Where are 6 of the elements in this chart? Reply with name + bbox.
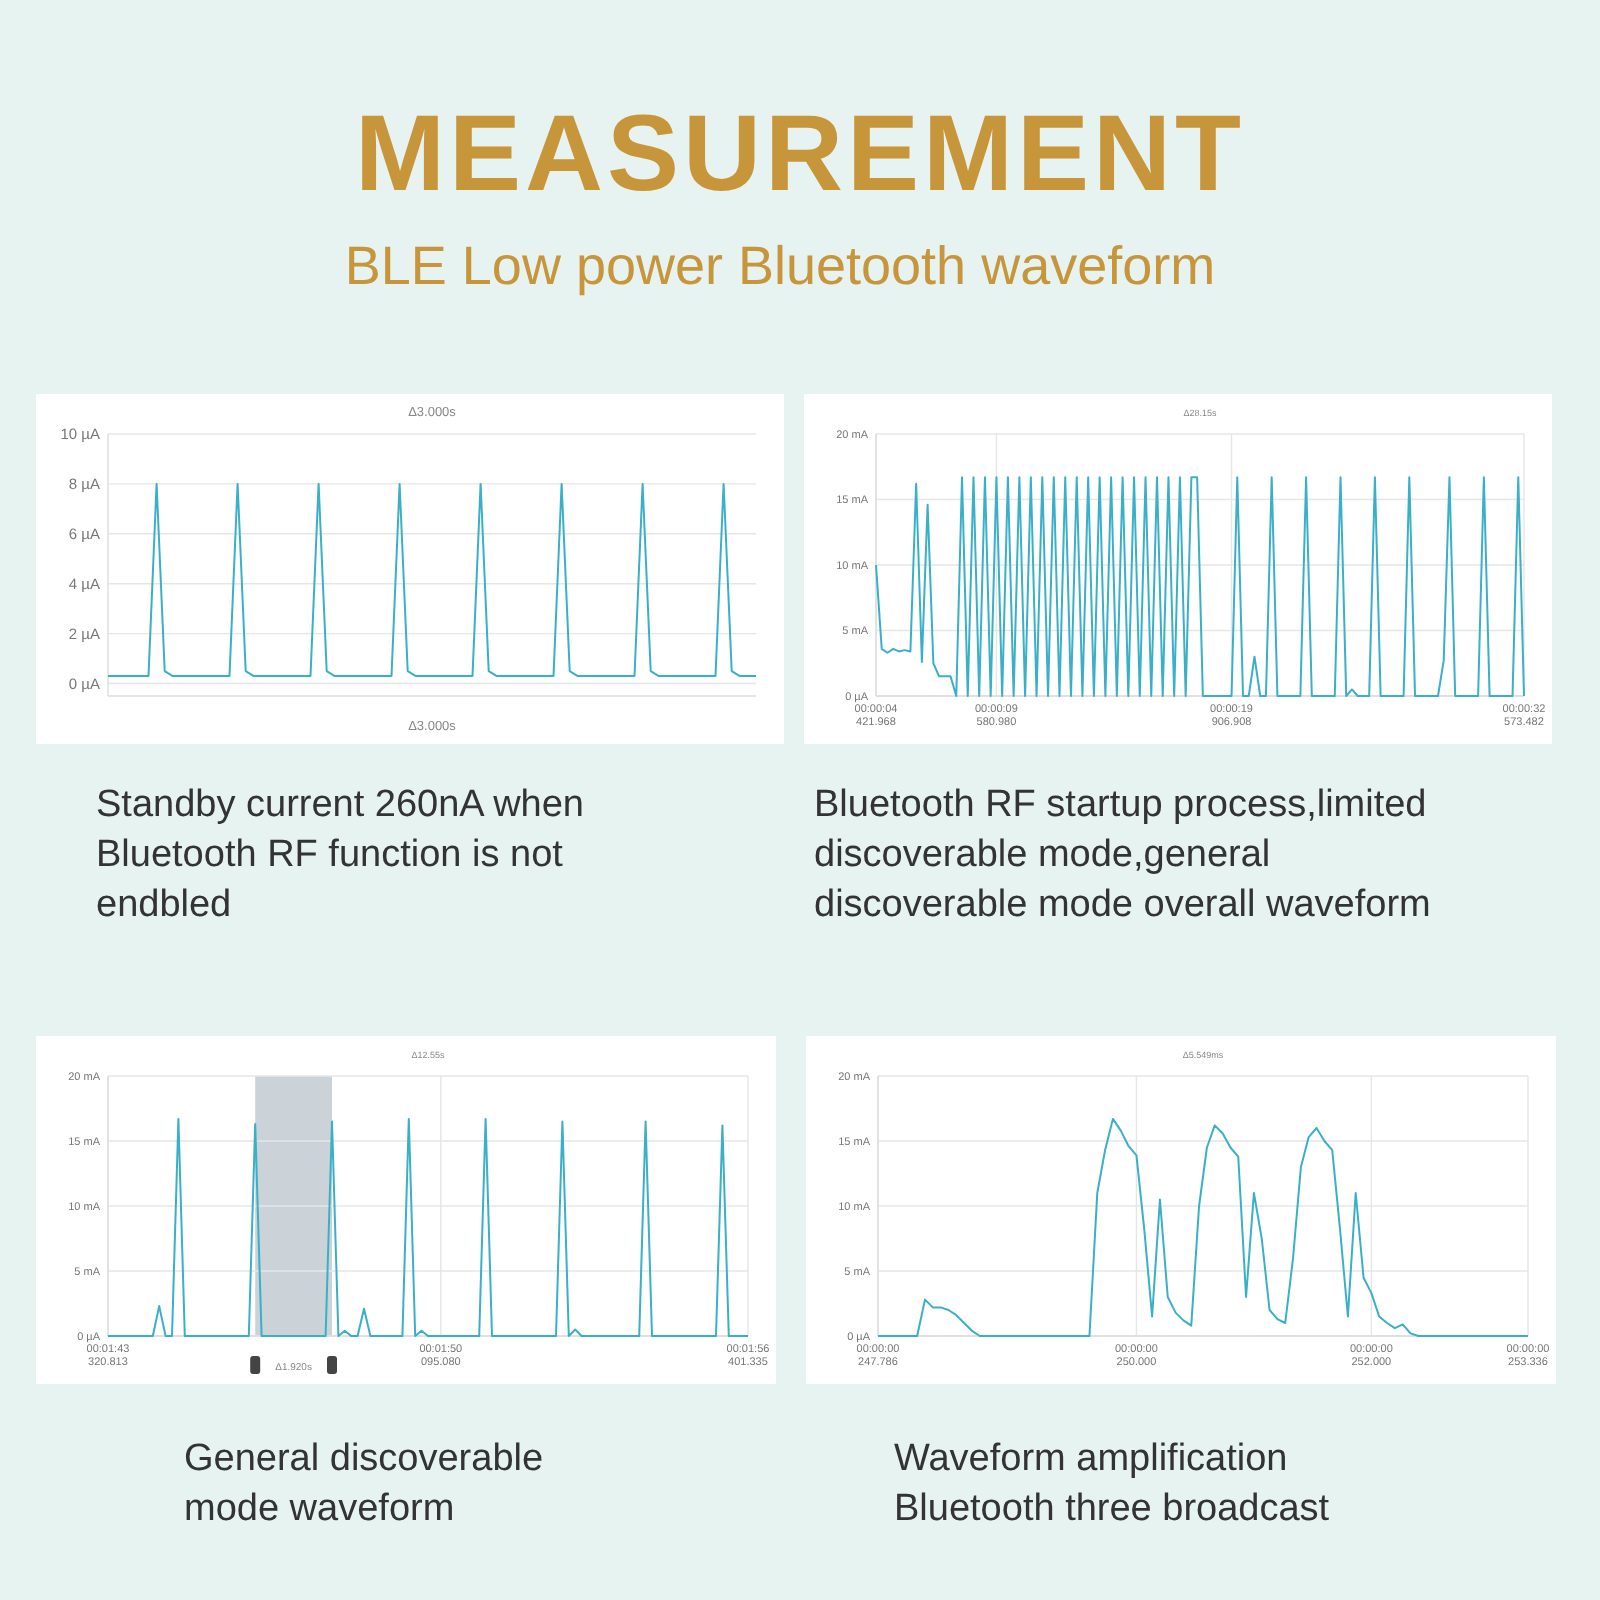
text: Bluetooth RF startup process,limited discoverable mode,general discoverable mode overall waveform bbox=[814, 784, 1431, 926]
text: MEASUREMENT bbox=[354, 94, 1246, 214]
text: General discoverable mode waveform bbox=[184, 1438, 544, 1530]
text: Waveform amplification Bluetooth three broadcast bbox=[894, 1438, 1331, 1530]
text: Standby current 260nA when Bluetooth RF function is not endbled bbox=[96, 784, 585, 926]
text: BLE Low power Bluetooth waveform bbox=[344, 236, 1216, 296]
